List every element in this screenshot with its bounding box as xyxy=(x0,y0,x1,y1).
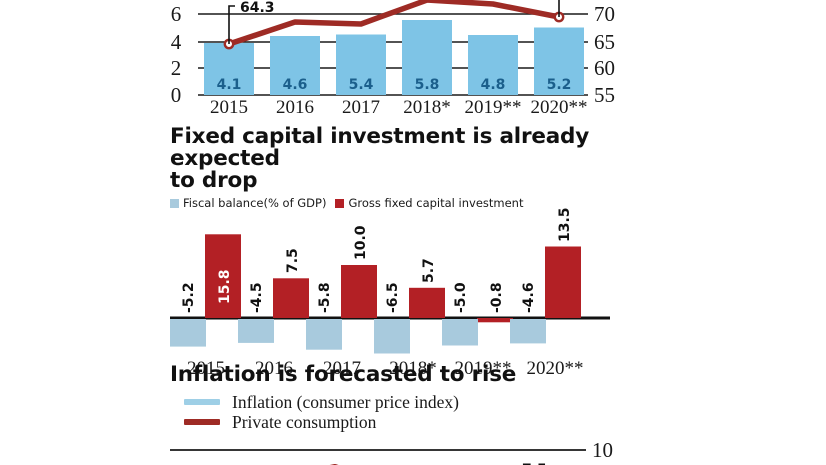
legend-item-gross-fixed-capital: Gross fixed capital investment xyxy=(335,196,523,210)
investment-bar-2016 xyxy=(273,278,309,318)
investment-value-2019: -0.8 xyxy=(489,282,505,313)
chart2-heading-line1: Fixed capital investment is already expe… xyxy=(170,124,590,171)
legend-label-gross-fixed-capital: Gross fixed capital investment xyxy=(348,196,524,210)
left-tick-0: 6 xyxy=(171,2,182,26)
x2-label-2020: 2020** xyxy=(527,358,584,379)
bar-2016 xyxy=(270,36,320,95)
fiscal-bar-2016 xyxy=(238,319,274,343)
right-axis: 70 65 60 55 xyxy=(594,2,615,107)
x2-label-2015: 2015 xyxy=(187,358,225,379)
investment-bar-2018 xyxy=(409,287,445,318)
right-tick-2: 60 xyxy=(594,56,615,80)
x-label-2018: 2018* xyxy=(403,97,451,118)
x2-label-2019: 2019** xyxy=(455,358,512,379)
chart3-legend: Inflation (consumer price index) Private… xyxy=(184,392,620,432)
x-label-2015: 2015 xyxy=(210,97,248,118)
callout-64-3: 64.3 xyxy=(240,0,275,16)
bar-value-2016: 4.6 xyxy=(283,77,308,93)
right-tick-0: 70 xyxy=(594,2,615,26)
x-axis-labels: 2015 2016 2017 2018* 2019** 2020** xyxy=(210,97,588,118)
x2-label-2016: 2016 xyxy=(255,358,293,379)
gdp-bars xyxy=(204,20,584,95)
fiscal-value-2015: -5.2 xyxy=(181,282,197,313)
fiscal-value-2017: -5.8 xyxy=(317,282,333,313)
fiscal-bar-2020 xyxy=(510,319,546,344)
chart3-heading: Inflation is forecasted to rise xyxy=(170,362,517,387)
investment-value-2017: 10.0 xyxy=(353,225,369,260)
fiscal-value-labels: -5.2 -4.5 -5.8 -6.5 -5.0 -4.6 xyxy=(181,282,537,313)
left-tick-1: 4 xyxy=(171,30,182,54)
bar-2020 xyxy=(534,27,584,95)
chart2-heading: Fixed capital investment is already expe… xyxy=(170,126,620,192)
investment-bars xyxy=(205,234,581,323)
x2-label-2017: 2017 xyxy=(323,358,361,379)
investment-value-2016: 7.5 xyxy=(285,248,301,273)
fiscal-bar-2018 xyxy=(374,319,410,354)
legend-label-inflation: Inflation (consumer price index) xyxy=(232,392,459,412)
bar-2019 xyxy=(468,35,518,95)
bar-2018 xyxy=(402,20,452,95)
fiscal-value-2019: -5.0 xyxy=(453,282,469,313)
legend-line-private-consumption xyxy=(184,419,220,425)
gdp-growth-svg: 64.3 6 4 2 0 70 65 60 55 4.1 4.6 5.4 5.8 xyxy=(171,0,615,118)
gridlines xyxy=(198,13,588,96)
legend-label-fiscal-balance: Fiscal balance(% of GDP) xyxy=(183,196,327,210)
x-label-2020: 2020** xyxy=(531,97,588,118)
legend-line-inflation xyxy=(184,399,220,405)
fiscal-value-2018: -6.5 xyxy=(385,282,401,313)
bar-value-2020: 5.2 xyxy=(547,77,572,93)
investment-value-labels: 15.8 7.5 10.0 5.7 -0.8 13.5 xyxy=(217,207,573,313)
inflation-chart: Inflation is forecasted to rise Inflatio… xyxy=(170,362,620,465)
chart2-legend: Fiscal balance(% of GDP) Gross fixed cap… xyxy=(170,196,620,210)
gdp-growth-chart: 64.3 6 4 2 0 70 65 60 55 4.1 4.6 5.4 5.8 xyxy=(170,0,620,118)
left-tick-3: 0 xyxy=(171,83,182,107)
bar-value-2019: 4.8 xyxy=(481,77,506,93)
fiscal-bar-2017 xyxy=(306,319,342,350)
right-tick-1: 65 xyxy=(594,30,615,54)
fixed-capital-chart: Fixed capital investment is already expe… xyxy=(170,126,620,379)
legend-item-fiscal-balance: Fiscal balance(% of GDP) xyxy=(170,196,326,210)
x2-label-2018: 2018* xyxy=(389,358,437,379)
bar-value-2017: 5.4 xyxy=(349,77,374,93)
left-axis: 6 4 2 0 xyxy=(171,2,182,107)
fiscal-value-2020: -4.6 xyxy=(521,282,537,313)
right-tick-3: 55 xyxy=(594,83,615,107)
investment-value-2015: 15.8 xyxy=(217,269,233,304)
bar-2015 xyxy=(204,43,254,95)
bar-2017 xyxy=(336,34,386,95)
bar-value-2018: 5.8 xyxy=(415,77,440,93)
callout-leaders xyxy=(228,0,560,44)
inflation-axis-8: 8 xyxy=(592,462,603,465)
fiscal-bar-2015 xyxy=(170,319,206,347)
x-label-2019: 2019** xyxy=(465,97,522,118)
legend-swatch-fiscal-balance xyxy=(170,198,179,208)
investment-bar-2015 xyxy=(205,234,241,318)
indicator-line xyxy=(226,0,562,47)
fixed-capital-svg: -5.2 -4.5 -5.8 -6.5 -5.0 -4.6 15.8 7.5 1… xyxy=(170,207,610,379)
legend-label-private-consumption: Private consumption xyxy=(232,412,377,432)
legend-swatch-gross-fixed-capital xyxy=(335,198,345,208)
bar-value-labels: 4.1 4.6 5.4 5.8 4.8 5.2 xyxy=(217,77,572,93)
investment-bar-2017 xyxy=(341,265,377,318)
left-tick-2: 2 xyxy=(171,56,182,80)
inflation-svg: 10 8 7.5 xyxy=(170,438,613,465)
inflation-data-label-7-5: 7.5 xyxy=(522,462,547,465)
investment-bar-2020 xyxy=(545,246,581,318)
bar-value-2015: 4.1 xyxy=(217,77,242,93)
inflation-axis-10: 10 xyxy=(592,438,613,462)
x-label-2017: 2017 xyxy=(342,97,380,118)
fiscal-bar-2019 xyxy=(442,319,478,346)
chart2-heading-line2: to drop xyxy=(170,168,258,193)
fiscal-balance-bars xyxy=(170,319,546,354)
legend-item-private-consumption: Private consumption xyxy=(184,412,620,432)
fiscal-value-2016: -4.5 xyxy=(249,282,265,313)
x-label-2016: 2016 xyxy=(276,97,314,118)
investment-value-2020: 13.5 xyxy=(557,207,573,242)
legend-item-inflation: Inflation (consumer price index) xyxy=(184,392,620,412)
chart2-x-labels: 2015 2016 2017 2018* 2019** 2020** xyxy=(187,358,584,379)
investment-bar-2019 xyxy=(477,318,513,323)
investment-value-2018: 5.7 xyxy=(421,258,437,283)
